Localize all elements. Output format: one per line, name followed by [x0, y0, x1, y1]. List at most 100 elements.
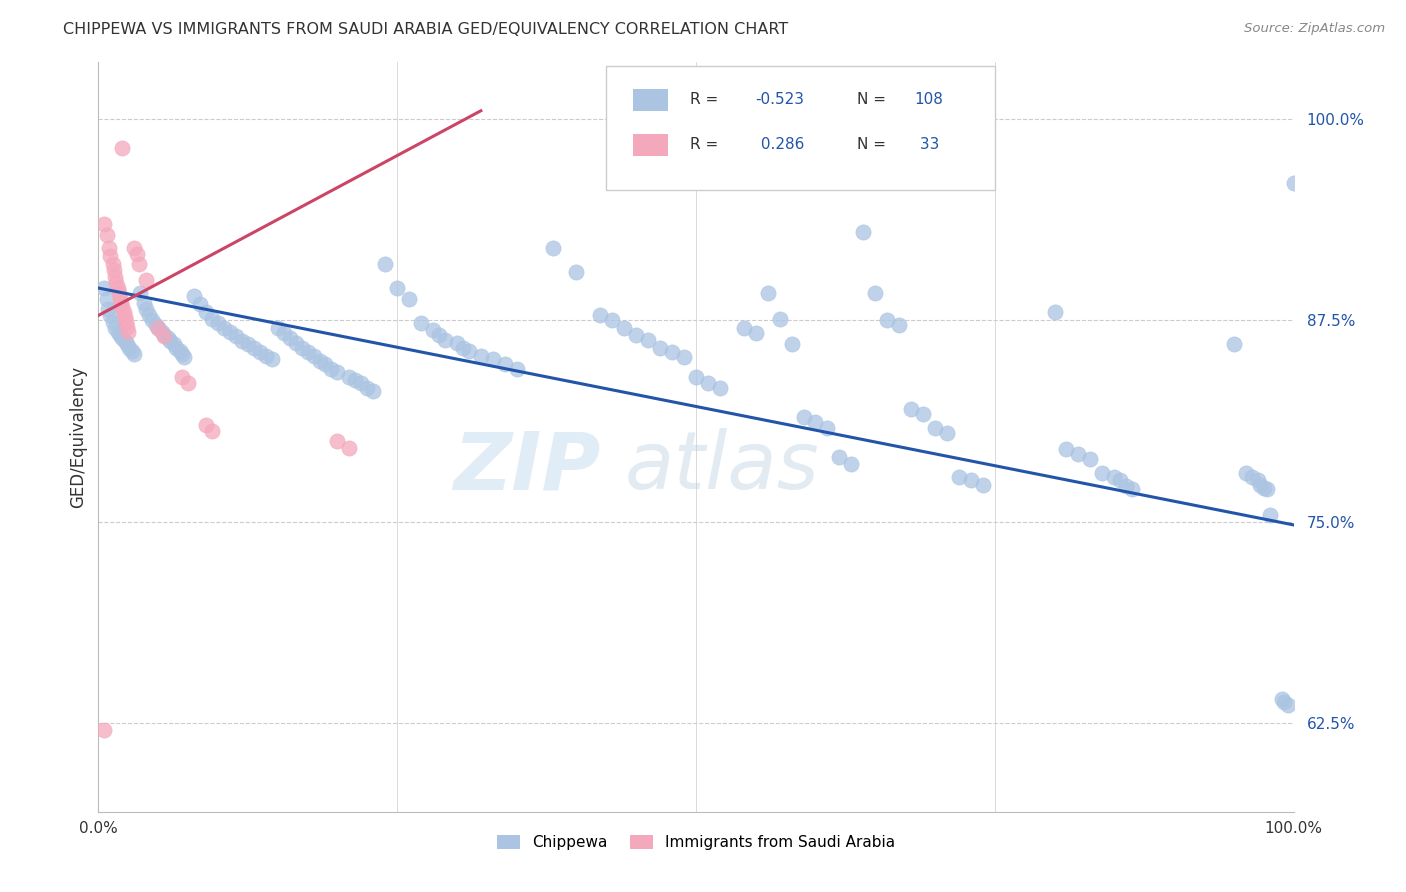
Point — [129, 285, 152, 300]
Point — [446, 335, 468, 350]
Point — [326, 365, 349, 379]
Point — [141, 313, 163, 327]
Point — [297, 345, 319, 359]
Point — [150, 325, 173, 339]
Point — [98, 309, 122, 323]
Point — [470, 349, 492, 363]
Point — [434, 333, 457, 347]
Point — [153, 327, 176, 342]
Point — [104, 321, 127, 335]
Point — [1272, 695, 1295, 709]
Point — [124, 347, 146, 361]
Point — [709, 381, 731, 395]
Text: N =: N = — [858, 93, 891, 107]
Point — [815, 421, 838, 435]
Point — [284, 335, 307, 350]
Point — [865, 285, 887, 300]
Point — [236, 337, 259, 351]
Point — [385, 281, 409, 295]
Point — [697, 376, 720, 390]
Point — [1109, 473, 1132, 487]
Point — [565, 265, 588, 279]
Point — [1067, 447, 1090, 461]
Point — [661, 345, 683, 359]
Point — [481, 351, 505, 366]
Point — [637, 333, 659, 347]
Point — [101, 315, 124, 329]
Y-axis label: GED/Equivalency: GED/Equivalency — [69, 366, 87, 508]
Point — [673, 351, 696, 365]
Point — [111, 331, 134, 345]
Point — [841, 457, 863, 471]
Point — [212, 321, 235, 335]
Point — [173, 351, 195, 365]
Point — [98, 241, 121, 255]
Point — [363, 384, 385, 399]
Point — [260, 351, 283, 366]
Text: R =: R = — [690, 93, 723, 107]
Point — [96, 293, 118, 307]
Point — [1234, 467, 1257, 481]
Point — [1258, 508, 1281, 523]
Point — [924, 421, 946, 435]
Point — [804, 415, 827, 429]
Point — [411, 317, 433, 331]
Point — [104, 269, 127, 284]
Point — [768, 311, 790, 326]
Point — [291, 341, 314, 355]
Point — [135, 301, 157, 316]
Point — [602, 313, 624, 327]
Point — [1080, 451, 1102, 466]
Point — [267, 321, 290, 335]
Point — [128, 257, 150, 271]
Point — [107, 325, 129, 339]
Point — [356, 381, 378, 395]
Point — [1056, 442, 1078, 457]
Point — [115, 337, 138, 351]
Point — [124, 241, 146, 255]
Point — [243, 341, 266, 355]
Point — [93, 217, 115, 231]
Point — [344, 373, 367, 387]
Point — [506, 361, 529, 376]
Point — [165, 341, 187, 355]
Point — [103, 263, 125, 277]
Point — [1223, 337, 1246, 351]
Point — [105, 276, 128, 290]
Point — [254, 349, 277, 363]
Point — [1091, 467, 1114, 481]
Point — [589, 309, 612, 323]
Point — [780, 337, 803, 351]
Point — [172, 369, 194, 384]
Point — [685, 369, 707, 384]
Point — [911, 407, 934, 421]
Point — [159, 334, 181, 349]
Point — [125, 247, 148, 261]
Point — [114, 310, 136, 324]
Point — [183, 289, 205, 303]
Point — [249, 345, 271, 359]
Point — [97, 301, 120, 316]
Point — [114, 334, 136, 349]
Point — [153, 329, 176, 343]
Text: CHIPPEWA VS IMMIGRANTS FROM SAUDI ARABIA GED/EQUIVALENCY CORRELATION CHART: CHIPPEWA VS IMMIGRANTS FROM SAUDI ARABIA… — [63, 22, 789, 37]
Bar — [633, 134, 668, 156]
Point — [278, 331, 301, 345]
Text: atlas: atlas — [624, 428, 820, 506]
Point — [231, 334, 253, 349]
Point — [111, 301, 134, 315]
Point — [115, 315, 138, 329]
Point — [326, 434, 349, 449]
Point — [936, 425, 959, 440]
Point — [972, 477, 994, 491]
Point — [1247, 473, 1270, 487]
Point — [93, 281, 115, 295]
Point — [108, 291, 131, 305]
Point — [321, 361, 343, 376]
Point — [273, 326, 295, 340]
Point — [1282, 176, 1305, 190]
Point — [177, 376, 200, 390]
Point — [110, 295, 132, 310]
Point — [339, 441, 361, 455]
Text: 33: 33 — [915, 137, 939, 153]
